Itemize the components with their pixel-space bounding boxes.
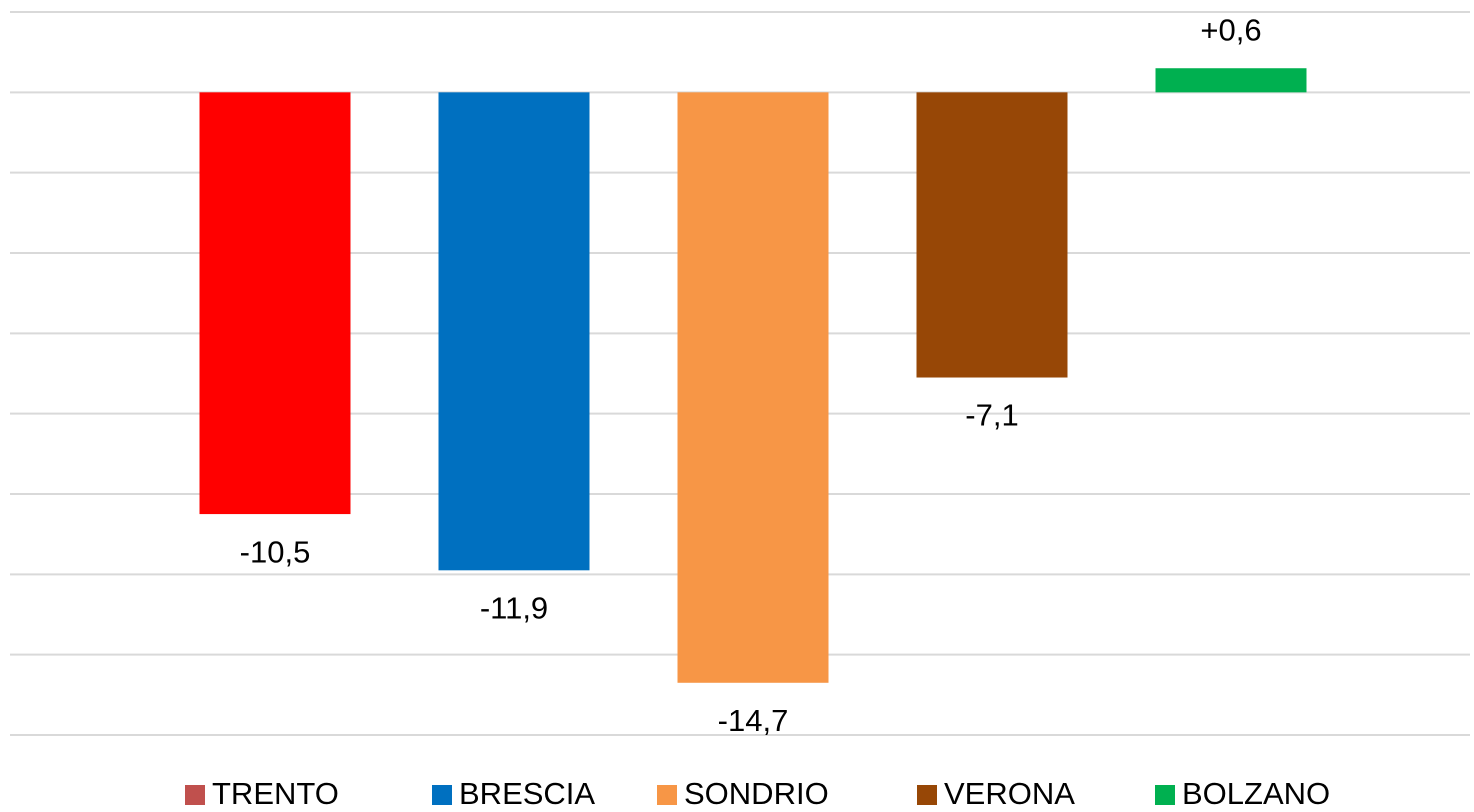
legend-swatch — [657, 785, 677, 805]
legend-swatch — [432, 785, 452, 805]
legend-label: SONDRIO — [684, 776, 829, 811]
bar — [677, 92, 829, 683]
bar — [199, 92, 351, 515]
data-label: -14,7 — [718, 703, 789, 738]
data-label: -11,9 — [480, 591, 548, 626]
bar — [438, 92, 590, 571]
bar — [1155, 68, 1307, 93]
legend-label: BOLZANO — [1182, 776, 1330, 811]
legend-label: BRESCIA — [459, 776, 595, 811]
legend-label: TRENTO — [212, 776, 339, 811]
data-label: +0,6 — [1200, 12, 1261, 47]
legend-label: VERONA — [944, 776, 1075, 811]
legend-swatch — [917, 785, 937, 805]
legend-swatch — [185, 785, 205, 805]
data-label: -10,5 — [240, 534, 311, 569]
data-label: -7,1 — [965, 398, 1018, 433]
bar — [916, 92, 1068, 378]
legend-swatch — [1155, 785, 1175, 805]
